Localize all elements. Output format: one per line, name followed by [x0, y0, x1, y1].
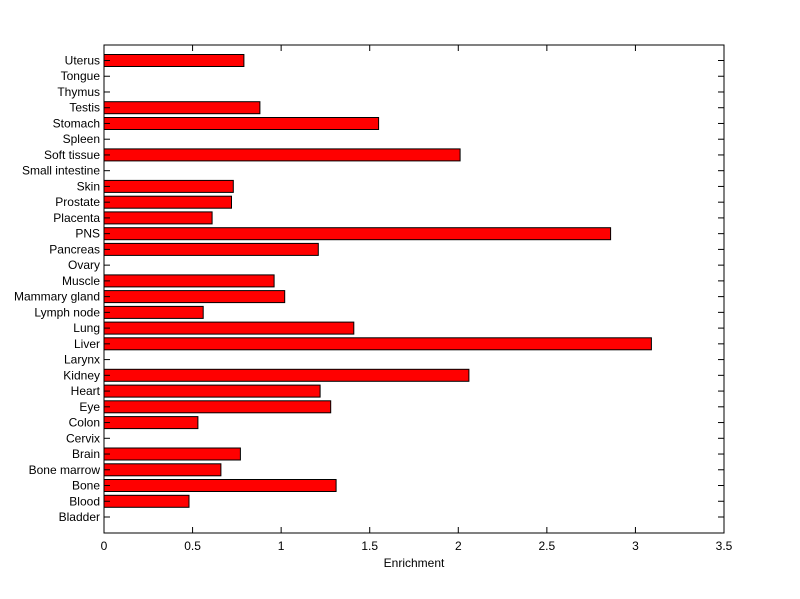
- y-tick-label: Cervix: [66, 431, 100, 445]
- y-tick-label: Liver: [74, 337, 100, 351]
- y-tick-label: Stomach: [53, 116, 100, 130]
- bar: [103, 305, 204, 319]
- y-tick-label: Eye: [79, 400, 100, 414]
- y-tick-label: Thymus: [57, 85, 100, 99]
- bar: [103, 148, 461, 162]
- y-tick-label: Placenta: [53, 211, 100, 225]
- y-tick-label: Larynx: [64, 353, 100, 367]
- bar: [103, 368, 470, 382]
- x-tick-label: 3: [632, 539, 639, 553]
- bar: [103, 242, 319, 256]
- bar: [103, 400, 332, 414]
- x-tick-label: 2.5: [539, 539, 556, 553]
- y-tick-label: Bone: [72, 479, 100, 493]
- x-tick-label: 0: [101, 539, 108, 553]
- y-tick-label: Lymph node: [34, 305, 100, 319]
- bar: [103, 274, 275, 288]
- bar: [103, 101, 261, 115]
- x-tick-label: 1.5: [361, 539, 378, 553]
- y-tick-label: Brain: [72, 447, 100, 461]
- y-tick-label: Colon: [69, 416, 100, 430]
- y-tick-label: Testis: [69, 101, 100, 115]
- y-tick-label: Lung: [73, 321, 100, 335]
- y-tick-label: Blood: [69, 494, 100, 508]
- bar: [103, 384, 321, 398]
- x-axis-label: Enrichment: [384, 556, 445, 570]
- bar: [103, 211, 213, 225]
- y-tick-label: Soft tissue: [44, 148, 100, 162]
- y-tick-label: Tongue: [61, 69, 101, 83]
- bar: [103, 337, 652, 351]
- bar: [103, 447, 241, 461]
- bar: [103, 479, 337, 492]
- y-tick-label: Muscle: [62, 274, 100, 288]
- y-tick-label: Spleen: [63, 132, 100, 146]
- y-tick-label: PNS: [75, 227, 100, 241]
- y-tick-label: Prostate: [55, 195, 100, 209]
- x-tick-label: 1: [278, 539, 285, 553]
- y-tick-label: Mammary gland: [14, 290, 100, 304]
- bar: [103, 195, 232, 209]
- y-tick-label: Kidney: [63, 368, 100, 382]
- plot-area-frame: [103, 44, 725, 534]
- bar: [103, 416, 199, 430]
- y-tick-label: Pancreas: [49, 242, 100, 256]
- bar: [103, 117, 380, 130]
- bar: [103, 227, 612, 241]
- y-tick-label: Bone marrow: [29, 463, 101, 477]
- y-tick-label: Small intestine: [22, 164, 100, 178]
- y-tick-label: Bladder: [59, 510, 100, 524]
- bar: [103, 54, 245, 67]
- x-tick-label: 0.5: [184, 539, 201, 553]
- bar: [103, 179, 234, 193]
- x-tick-label: 3.5: [716, 539, 733, 553]
- bar: [103, 321, 355, 335]
- bars-layer: [103, 54, 652, 508]
- y-tick-label: Heart: [71, 384, 101, 398]
- y-tick-label: Skin: [77, 179, 100, 193]
- bar: [103, 494, 190, 508]
- y-tick-label: Uterus: [65, 54, 100, 68]
- x-tick-label: 2: [455, 539, 462, 553]
- bar: [103, 290, 286, 304]
- y-tick-label: Ovary: [68, 258, 100, 272]
- bar: [103, 463, 222, 477]
